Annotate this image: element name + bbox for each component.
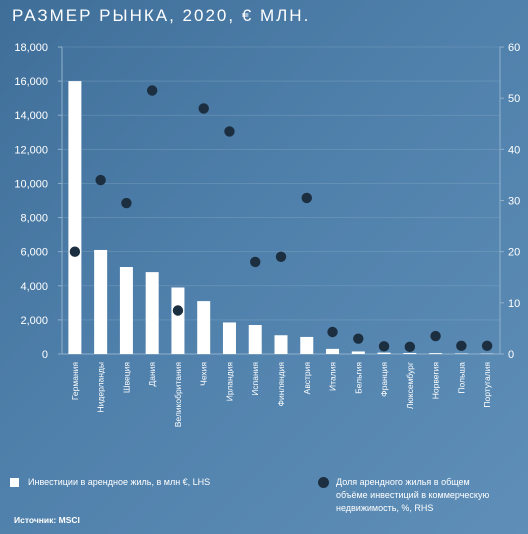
bar [429,353,443,354]
y-left-tick-label: 6,000 [20,247,48,259]
y-right-tick-label: 10 [508,298,520,310]
x-tick-label: Норвегия [431,362,441,400]
scatter-point [327,326,338,338]
x-tick-label: Германия [70,362,80,401]
y-left-tick-label: 2,000 [20,315,48,327]
scatter-point [275,251,287,262]
source-note: Источник: MSCI [14,515,80,525]
x-tick-label: Финляндия [276,362,286,407]
bar [274,335,288,354]
x-tick-label: Чехия [199,362,209,386]
x-tick-label: Дания [147,362,157,387]
y-left-tick-label: 16,000 [14,76,48,88]
y-left-tick-label: 0 [42,349,48,361]
y-left-tick-label: 18,000 [14,42,48,54]
y-right-tick-label: 0 [508,349,514,361]
y-left-tick-label: 4,000 [20,281,48,293]
legend-dot-swatch [318,477,329,488]
bar [197,301,211,354]
scatter-point [121,197,132,209]
chart-title: РАЗМЕР РЫНКА, 2020, € МЛН. [12,6,311,25]
x-tick-label: Нидерланды [96,362,106,412]
x-tick-label: Швеция [121,362,131,394]
scatter-point [69,246,81,257]
bar [454,353,468,354]
scatter-point [301,192,312,204]
bar [145,272,159,354]
bar [68,81,82,354]
bar [403,352,417,354]
y-right-tick-label: 50 [508,93,520,105]
scatter-point [250,256,261,268]
bar [171,287,185,354]
scatter-point [172,305,184,316]
x-tick-label: Ирландия [224,362,234,402]
legend-bar-label: Инвестиции в арендное жиль, в млн €, LHS [28,477,211,487]
x-tick-label: Великобритания [173,362,183,428]
scatter-point [430,330,441,342]
y-right-tick-label: 20 [508,247,520,259]
bar [119,267,133,354]
bar [326,348,340,354]
x-tick-label: Испания [250,362,260,396]
y-left-tick-label: 12,000 [14,144,48,156]
scatter-point [146,85,158,96]
scatter-point [456,340,467,352]
y-right-tick-label: 30 [508,196,520,208]
y-left-tick-label: 10,000 [14,178,48,190]
y-right-tick-label: 40 [508,144,520,156]
x-tick-label: Франция [379,362,389,397]
legend-dot-label-3: недвижимость, %, RHS [336,503,434,513]
scatter-point [198,103,209,114]
scatter-point [378,341,390,352]
x-tick-label: Бельгия [353,362,363,394]
legend-bar-swatch [10,478,19,487]
scatter-point [353,333,364,344]
bar [222,322,236,354]
y-right-tick-label: 60 [508,42,520,54]
bar [94,249,108,354]
bar [351,351,365,354]
scatter-point [404,341,416,353]
bar [300,336,314,354]
x-tick-label: Италия [328,362,338,391]
y-left-tick-label: 14,000 [14,110,48,122]
legend-dot-label-2: объёме инвестиций в коммерческую [336,490,490,500]
scatter-point [95,174,106,186]
y-left-tick-label: 8,000 [20,213,48,225]
x-tick-label: Австрия [302,362,312,395]
legend-dot-label-1: Доля арендного жилья в общем [336,477,470,487]
chart-plot: 0 2,000 4,000 6,000 8,000 10,000 12,000 14,000 1… [14,42,520,428]
x-tick-label: Люксембург [405,362,415,409]
scatter-point [224,126,235,137]
x-tick-label: Польша [456,362,466,394]
bar [377,352,391,354]
bar [248,325,262,354]
x-tick-label: Португалия [482,362,492,408]
scatter-point [481,340,493,352]
